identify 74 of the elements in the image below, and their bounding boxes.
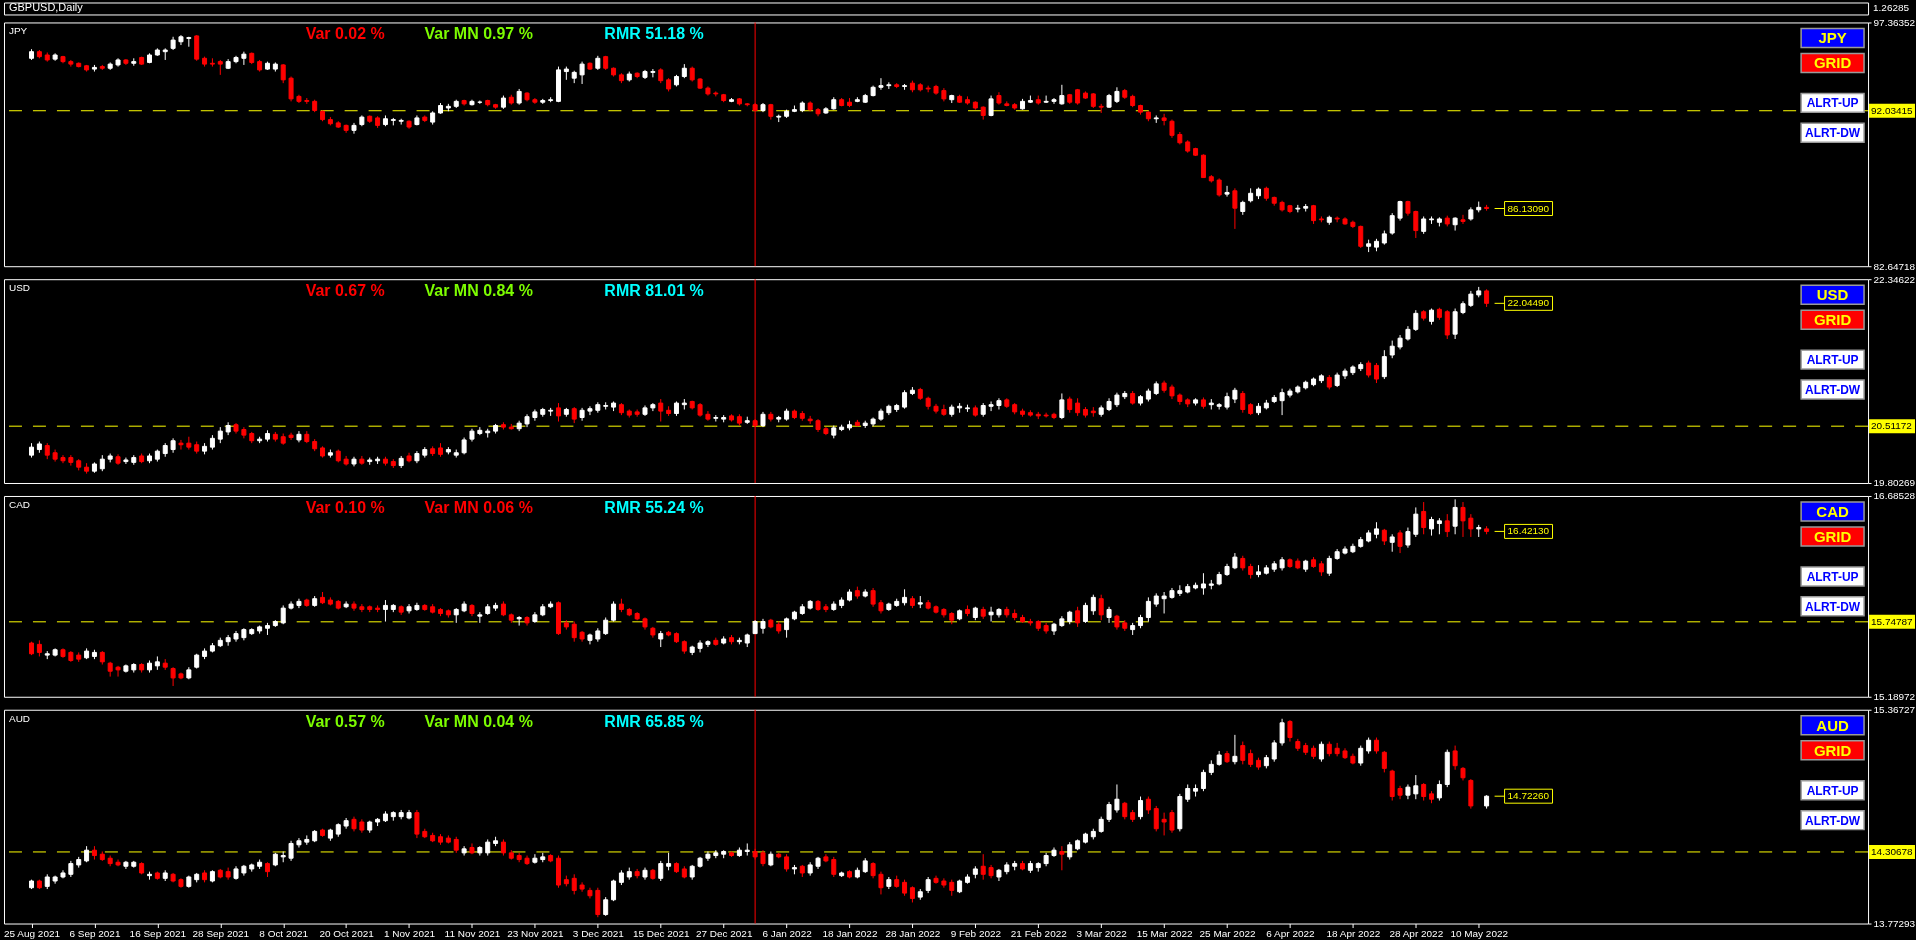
x-tick-label: 18 Jan 2022 bbox=[822, 928, 878, 940]
annotation: Var 0.67 % bbox=[305, 282, 385, 300]
x-tick-label: 8 Oct 2021 bbox=[259, 928, 309, 940]
x-tick-label: 15 Mar 2022 bbox=[1136, 928, 1194, 940]
text: 1.26285 bbox=[1873, 2, 1910, 14]
annotation: Var 0.10 % bbox=[305, 498, 385, 516]
annotation: RMR 55.24 % bbox=[604, 498, 704, 516]
x-tick-label: 28 Apr 2022 bbox=[1389, 928, 1444, 940]
annotation: RMR 51.18 % bbox=[604, 25, 704, 43]
annotation: GRID bbox=[1813, 741, 1852, 759]
ref-line-label: 15.74787 bbox=[1871, 615, 1914, 627]
x-tick-label: 28 Sep 2021 bbox=[192, 928, 250, 940]
x-tick-label: 20 Oct 2021 bbox=[319, 928, 375, 940]
x-tick-label: 21 Feb 2022 bbox=[1010, 928, 1068, 940]
y-tick-label: 15.18972 bbox=[1873, 691, 1916, 703]
x-tick-label: 6 Jan 2022 bbox=[762, 928, 813, 940]
annotation: RMR 81.01 % bbox=[604, 282, 704, 300]
x-tick-label: 11 Nov 2021 bbox=[444, 928, 501, 940]
x-tick-label: 15 Dec 2021 bbox=[632, 928, 690, 940]
y-tick-label: 97.36352 bbox=[1873, 16, 1916, 28]
annotation: GRID bbox=[1813, 527, 1852, 545]
x-tick-label: 6 Sep 2021 bbox=[69, 928, 121, 940]
annotation: Var MN 0.97 % bbox=[424, 25, 533, 43]
y-tick-label: 15.36727 bbox=[1873, 704, 1916, 716]
x-tick-label: 23 Nov 2021 bbox=[507, 928, 565, 940]
annotation: ALRT-DW bbox=[1804, 813, 1861, 828]
annotation: Var MN 0.04 % bbox=[424, 712, 533, 730]
x-tick-label: 10 May 2022 bbox=[1450, 928, 1509, 940]
x-tick-label: 1 Nov 2021 bbox=[384, 928, 436, 940]
annotation: 22.04490 bbox=[1507, 297, 1550, 309]
annotation: ALRT-DW bbox=[1804, 599, 1861, 614]
y-tick-label: 22.34622 bbox=[1873, 273, 1916, 285]
annotation: 16.42130 bbox=[1507, 525, 1550, 537]
annotation: 86.13090 bbox=[1507, 202, 1550, 214]
annotation: ALRT-UP bbox=[1806, 783, 1859, 798]
annotation: CAD bbox=[1816, 502, 1849, 520]
y-tick-label: 19.80269 bbox=[1873, 477, 1916, 489]
ref-line-label: 92.03415 bbox=[1871, 104, 1914, 116]
chart-title: JPY bbox=[8, 25, 28, 37]
ref-line-label: 20.51172 bbox=[1871, 420, 1913, 432]
annotation: ALRT-UP bbox=[1806, 96, 1859, 111]
x-tick-label: 27 Dec 2021 bbox=[695, 928, 753, 940]
x-tick-label: 25 Aug 2021 bbox=[4, 928, 61, 940]
annotation: RMR 65.85 % bbox=[604, 712, 704, 730]
y-tick-label: 82.64718 bbox=[1873, 260, 1916, 272]
chart-title: USD bbox=[8, 282, 31, 294]
x-tick-label: 28 Jan 2022 bbox=[885, 928, 941, 940]
annotation: Var 0.02 % bbox=[305, 25, 385, 43]
annotation: ALRT-UP bbox=[1806, 353, 1859, 368]
chart-title: CAD bbox=[8, 498, 31, 510]
annotation: ALRT-DW bbox=[1804, 126, 1861, 141]
x-tick-label: 25 Mar 2022 bbox=[1199, 928, 1256, 940]
text: GBPUSD,Daily bbox=[8, 1, 84, 14]
annotation: Var MN 0.06 % bbox=[424, 498, 533, 516]
annotation: Var MN 0.84 % bbox=[424, 282, 533, 300]
y-tick-label: 13.77293 bbox=[1873, 918, 1916, 930]
annotation: USD bbox=[1816, 286, 1849, 304]
x-tick-label: 3 Mar 2022 bbox=[1076, 928, 1128, 940]
x-tick-label: 3 Dec 2021 bbox=[572, 928, 625, 940]
annotation: Var 0.57 % bbox=[305, 712, 385, 730]
x-tick-label: 9 Feb 2022 bbox=[950, 928, 1002, 940]
ref-line-label: 14.30678 bbox=[1871, 845, 1914, 857]
annotation: AUD bbox=[1816, 716, 1849, 734]
annotation: ALRT-DW bbox=[1804, 383, 1861, 398]
annotation: GRID bbox=[1813, 54, 1852, 72]
x-tick-label: 6 Apr 2022 bbox=[1266, 928, 1316, 940]
annotation: GRID bbox=[1813, 311, 1852, 329]
annotation: 14.72260 bbox=[1507, 790, 1550, 802]
chart-title: AUD bbox=[8, 712, 31, 724]
annotation: ALRT-UP bbox=[1806, 569, 1859, 584]
x-tick-label: 16 Sep 2021 bbox=[129, 928, 187, 940]
x-tick-label: 18 Apr 2022 bbox=[1326, 928, 1381, 940]
y-tick-label: 16.68528 bbox=[1873, 490, 1916, 502]
annotation: JPY bbox=[1818, 29, 1847, 47]
